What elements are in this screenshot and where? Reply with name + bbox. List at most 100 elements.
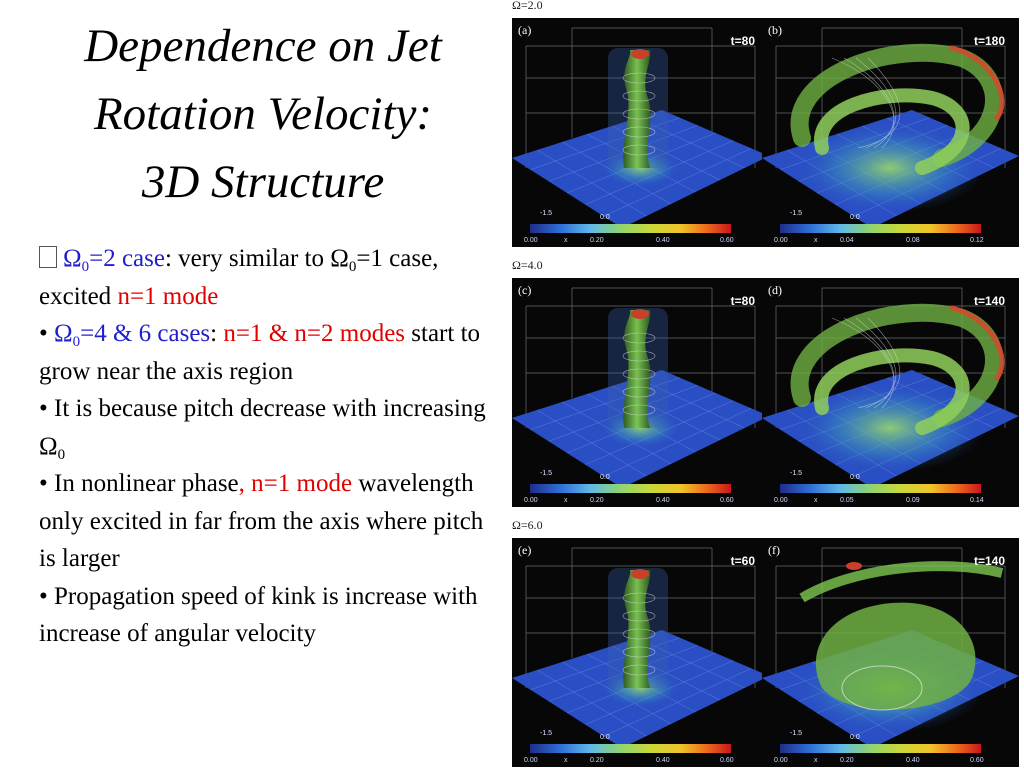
axis-x-label: x <box>814 237 818 244</box>
bullet-2: • Ω0=4 & 6 cases: n=1 & n=2 modes start … <box>39 315 494 390</box>
colorbar-tick: 0.00 <box>524 757 538 764</box>
bullet-1-text-a: : very similar to <box>164 245 331 272</box>
omega-symbol: Ω <box>63 245 82 272</box>
kink-swirl <box>790 303 1005 435</box>
panel-e: (e) t=60 -1.5 0.0 0.00 x 0.20 0.40 0.60 <box>512 538 769 767</box>
scene-render <box>762 27 1019 228</box>
wireframe-box <box>525 27 756 168</box>
cases-value: =4 & 6 cases <box>80 320 211 347</box>
axis-tick-label: 0.0 <box>600 474 610 481</box>
colorbar-tick: 0.04 <box>840 237 854 244</box>
time-label: t=140 <box>973 294 1005 308</box>
omega-subscript: 0 <box>57 446 66 463</box>
bullet-1-text-b: =1 case, excited <box>39 245 439 310</box>
bullet-list: Ω0=2 case: very similar to Ω0=1 case, ex… <box>39 240 494 653</box>
colorbar-tick: 0.08 <box>906 237 920 244</box>
bullet-1: Ω0=2 case: very similar to Ω0=1 case, ex… <box>39 240 494 315</box>
colorbar <box>530 224 731 233</box>
omega-symbol: Ω <box>330 245 349 272</box>
axis-x-label: x <box>814 497 818 504</box>
colorbar-tick: 0.05 <box>840 497 854 504</box>
colorbar-tick: 0.00 <box>524 237 538 244</box>
scene-render <box>762 547 1019 748</box>
time-label: t=140 <box>973 554 1005 568</box>
wireframe-box <box>775 27 1006 168</box>
panel-letter: (d) <box>768 283 782 297</box>
jet-head <box>631 569 649 579</box>
time-label: t=80 <box>730 34 755 48</box>
panel-letter: (f) <box>768 543 780 557</box>
axis-x-label: x <box>814 757 818 764</box>
time-label: t=80 <box>730 294 755 308</box>
colorbar-tick: 0.40 <box>656 497 670 504</box>
colorbar-tick: 0.20 <box>590 497 604 504</box>
panel-b: (b) t=180 -1.5 0.0 0.00 x 0.04 0.08 0.12 <box>762 18 1019 247</box>
row-label-omega-4: Ω=4.0 <box>512 258 543 272</box>
colorbar-tick: 0.40 <box>906 757 920 764</box>
kink-blob <box>799 561 1004 711</box>
jet-head <box>631 49 649 59</box>
panel-letter: (c) <box>518 283 532 297</box>
bullet-5: • Propagation speed of kink is increase … <box>39 578 494 653</box>
colorbar-tick: 0.00 <box>774 757 788 764</box>
bullet-4: • In nonlinear phase, n=1 mode wavelengt… <box>39 465 494 578</box>
colorbar <box>530 744 731 753</box>
colorbar-tick: 0.60 <box>720 497 734 504</box>
title-line-3: 3D Structure <box>141 156 385 208</box>
colorbar-tick: 0.60 <box>720 757 734 764</box>
bullet-3: • It is because pitch decrease with incr… <box>39 390 494 465</box>
colorbar-tick: 0.60 <box>970 757 984 764</box>
axis-tick-label: -1.5 <box>790 730 803 737</box>
omega-subscript: 0 <box>72 334 81 350</box>
colorbar-tick: 0.40 <box>656 237 670 244</box>
panel-c: (c) t=80 -1.5 0.0 0.00 x 0.20 0.40 0.60 <box>512 278 769 507</box>
omega-subscript: 0 <box>348 259 357 275</box>
axis-tick-label: 0.0 <box>850 474 860 481</box>
axis-tick-label: -1.5 <box>540 210 553 217</box>
title-line-2: Rotation Velocity: <box>93 88 433 140</box>
case-value: =2 case <box>89 245 165 272</box>
axis-tick-label: -1.5 <box>790 470 803 477</box>
bullet-3-text: • It is because pitch decrease with incr… <box>39 395 486 422</box>
colon: : <box>210 320 224 347</box>
axis-tick-label: 0.0 <box>850 214 860 221</box>
axis-tick-label: 0.0 <box>600 734 610 741</box>
time-label: t=60 <box>730 554 755 568</box>
colorbar-tick: 0.14 <box>970 497 984 504</box>
wireframe-box <box>525 547 756 688</box>
modes-highlight: n=1 & n=2 modes <box>223 320 406 347</box>
jet-head <box>631 309 649 319</box>
kink-swirl <box>790 43 1005 175</box>
colorbar-tick: 0.20 <box>840 757 854 764</box>
colorbar-tick: 0.20 <box>590 757 604 764</box>
mode-highlight: n=1 mode <box>117 282 219 310</box>
colorbar <box>780 744 981 753</box>
row-label-omega-2: Ω=2.0 <box>512 0 543 12</box>
colorbar <box>780 484 981 493</box>
panel-letter: (e) <box>518 543 532 557</box>
omega-symbol: Ω <box>54 320 73 347</box>
slide-title: Dependence on Jet Rotation Velocity: 3D … <box>28 12 498 216</box>
scene-render <box>512 27 769 228</box>
axis-tick-label: -1.5 <box>790 210 803 217</box>
axis-tick-label: 0.0 <box>600 214 610 221</box>
colorbar-tick: 0.40 <box>656 757 670 764</box>
scene-render <box>512 287 769 488</box>
colorbar-tick: 0.60 <box>720 237 734 244</box>
bullet-4-text-a: • In nonlinear phase <box>39 470 239 497</box>
panel-a: (a) t=80 -1.5 0.0 0.00 x 0.20 0.40 0.60 <box>512 18 769 247</box>
panel-d: (d) t=140 -1.5 0.0 0.00 x 0.05 0.09 0.14 <box>762 278 1019 507</box>
omega-subscript: 0 <box>81 259 90 275</box>
scene-render <box>512 547 769 748</box>
panel-letter: (b) <box>768 23 782 37</box>
colorbar-tick: 0.00 <box>774 497 788 504</box>
axis-x-label: x <box>564 757 568 764</box>
bullet-5-text: • Propagation speed of kink is increase … <box>39 582 478 648</box>
mode-highlight: , n=1 mode <box>238 470 353 497</box>
bullet-4-text-b: wavelength only excited in far from the … <box>39 470 484 572</box>
time-label: t=180 <box>973 34 1005 48</box>
panel-letter: (a) <box>518 23 532 37</box>
axis-x-label: x <box>564 497 568 504</box>
colorbar-tick: 0.20 <box>590 237 604 244</box>
bullet-marker: • <box>39 320 55 347</box>
